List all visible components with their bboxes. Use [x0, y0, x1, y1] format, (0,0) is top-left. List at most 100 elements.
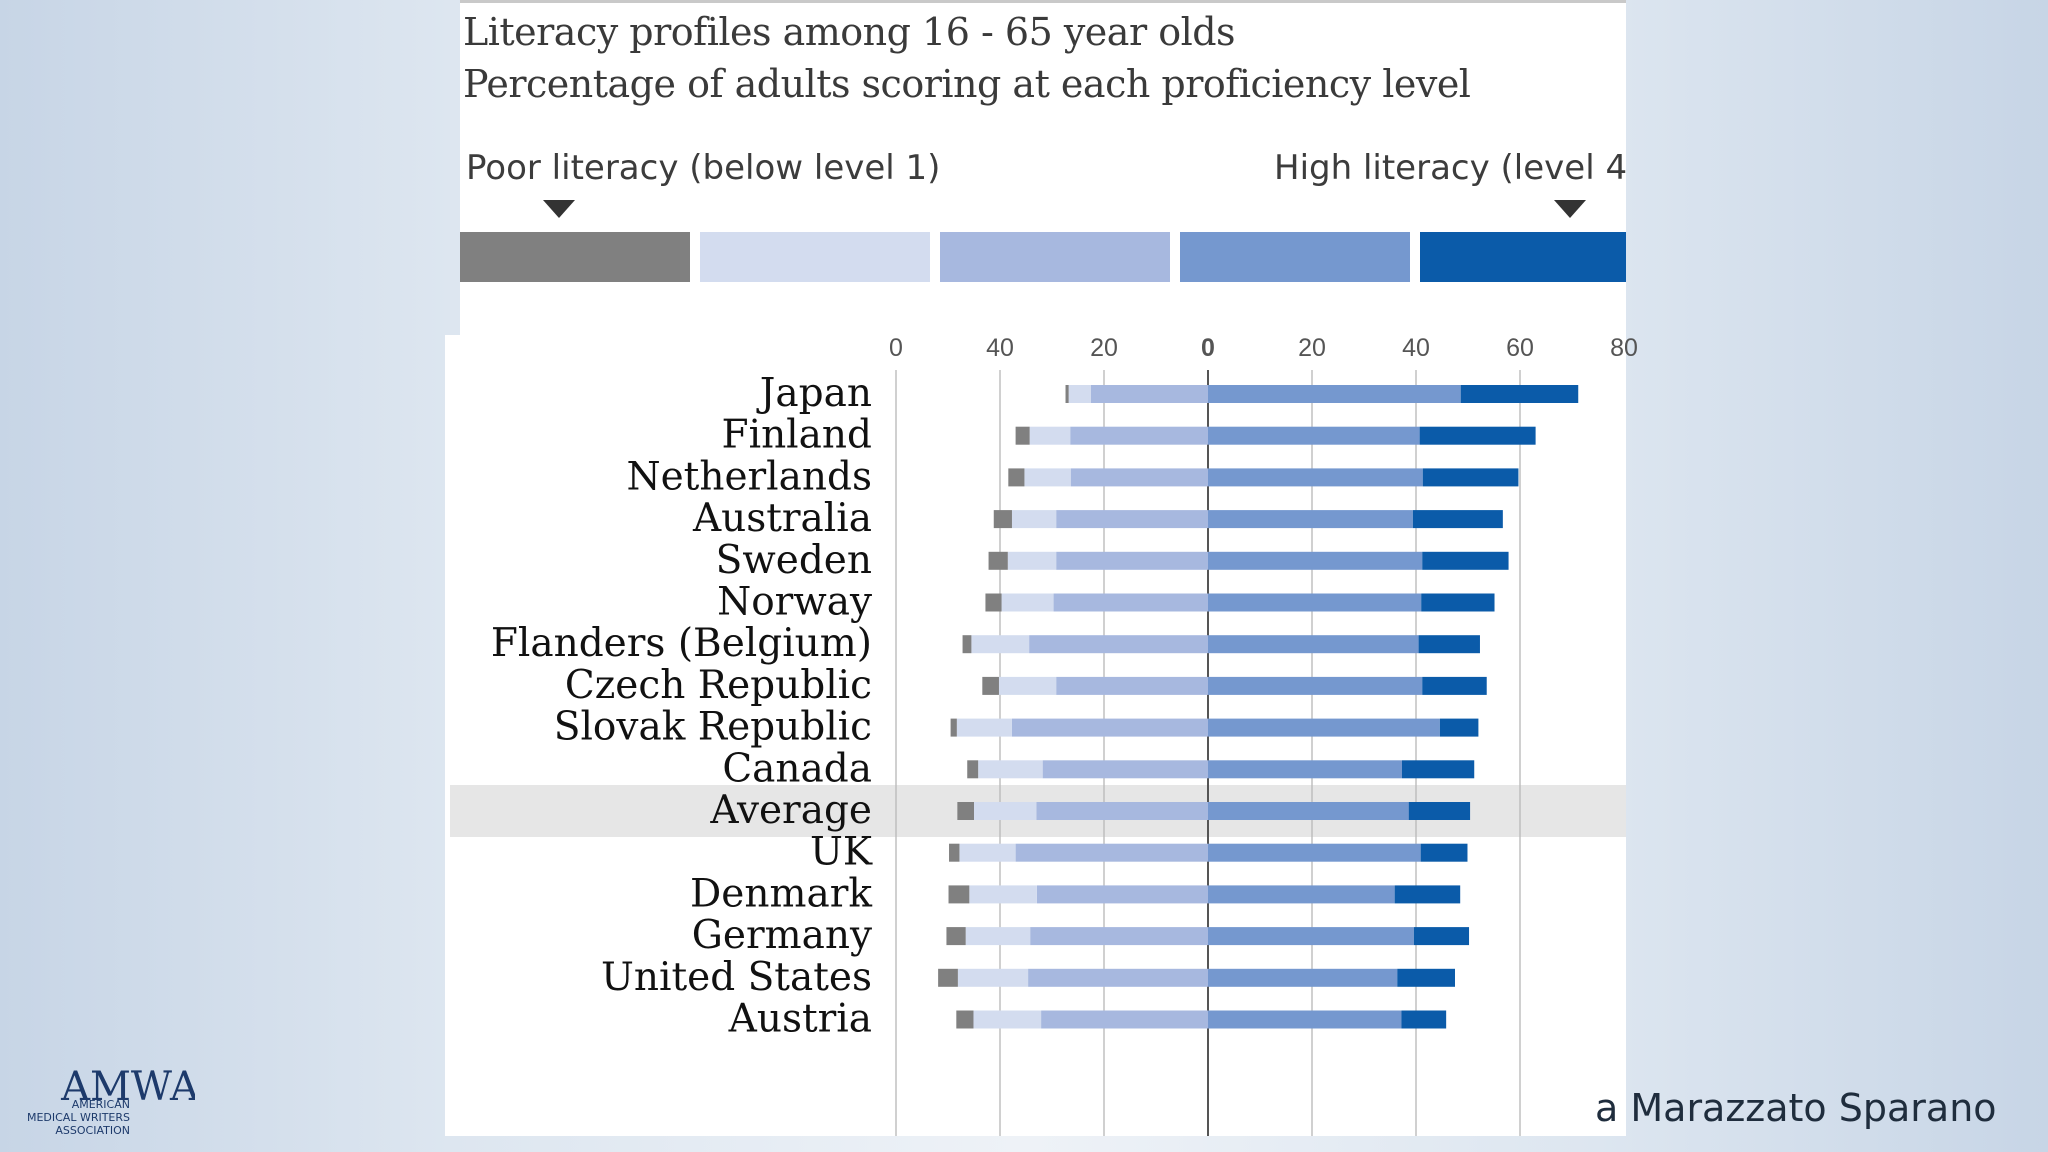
category-label: Australia	[692, 496, 872, 541]
bar-level-3-united-states	[1208, 968, 1398, 987]
x-tick-label: 80	[1610, 334, 1638, 362]
bar-level-2-sweden	[1056, 551, 1208, 570]
category-label: Norway	[717, 580, 872, 625]
bar-below-level-1-australia	[993, 510, 1012, 529]
bar-level-2-denmark	[1036, 885, 1208, 904]
bar-level-4-5-australia	[1412, 510, 1503, 529]
bar-level-3-netherlands	[1208, 468, 1423, 487]
bar-below-level-1-germany	[946, 927, 966, 946]
bar-level-3-japan	[1208, 385, 1461, 403]
bar-level-2-finland	[1070, 426, 1208, 445]
category-label: Average	[709, 788, 872, 833]
bar-level-4-5-denmark	[1394, 885, 1461, 904]
bar-level-4-5-average	[1408, 802, 1471, 820]
bar-level-4-5-finland	[1419, 426, 1536, 445]
bar-level-2-united-states	[1028, 968, 1208, 987]
bar-level-3-slovak-republic	[1208, 718, 1440, 737]
bar-level-4-5-united-states	[1397, 968, 1455, 987]
bar-level-1-canada	[978, 760, 1043, 779]
bar-level-3-canada	[1208, 760, 1402, 779]
bar-level-2-flanders-belgium	[1029, 635, 1208, 654]
bar-level-3-germany	[1208, 927, 1414, 946]
legend-label-high: High literacy (level 4/5	[1274, 148, 1626, 188]
x-tick-label: 60	[1506, 334, 1534, 362]
bar-level-4-5-canada	[1401, 760, 1475, 779]
bar-level-4-5-netherlands	[1422, 468, 1519, 487]
bar-level-4-5-slovak-republic	[1439, 718, 1479, 737]
category-label: United States	[601, 955, 872, 1000]
category-label: Finland	[722, 413, 872, 458]
bar-level-1-average	[974, 802, 1037, 820]
legend-label-poor: Poor literacy (below level 1)	[466, 148, 941, 188]
bar-level-3-denmark	[1208, 885, 1395, 904]
bar-level-3-australia	[1208, 510, 1413, 529]
category-label: Slovak Republic	[554, 705, 872, 750]
logo-text-line3: ASSOCIATION	[55, 1124, 130, 1137]
bar-level-1-flanders-belgium	[971, 635, 1030, 654]
bar-level-3-average	[1208, 802, 1409, 820]
bar-level-3-sweden	[1208, 551, 1423, 570]
x-tick-label: 40	[986, 334, 1014, 362]
bar-level-1-norway	[1001, 593, 1054, 612]
category-label: Japan	[756, 371, 872, 416]
bar-level-1-netherlands	[1024, 468, 1071, 487]
category-label: Czech Republic	[565, 663, 872, 708]
legend-swatch-level-3	[1180, 232, 1410, 282]
bar-below-level-1-czech-republic	[982, 676, 999, 695]
bar-level-2-netherlands	[1070, 468, 1208, 487]
bar-level-1-germany	[965, 927, 1031, 946]
bar-below-level-1-united-states	[938, 968, 958, 987]
x-tick-label: 40	[1402, 334, 1430, 362]
bar-level-2-uk	[1015, 843, 1208, 862]
legend-swatch-below-level-1	[460, 232, 690, 282]
legend-swatch-level-1	[700, 232, 930, 282]
logo-mark-top: AMWA	[60, 1064, 195, 1110]
bar-level-2-australia	[1056, 510, 1208, 529]
bar-level-1-uk	[959, 843, 1016, 862]
chart-subtitle: Percentage of adults scoring at each pro…	[463, 62, 1471, 106]
bar-level-1-australia	[1011, 510, 1057, 529]
bar-below-level-1-netherlands	[1008, 468, 1025, 487]
bar-below-level-1-flanders-belgium	[962, 635, 972, 654]
category-label: Netherlands	[626, 454, 872, 499]
category-label: Austria	[728, 997, 872, 1042]
bar-level-3-norway	[1208, 593, 1422, 612]
bar-level-3-finland	[1208, 426, 1420, 445]
bar-below-level-1-average	[957, 802, 974, 820]
x-tick-label: 20	[1298, 334, 1326, 362]
bar-below-level-1-canada	[967, 760, 979, 779]
legend-swatch-level-4-5	[1420, 232, 1626, 282]
bar-level-2-austria	[1041, 1010, 1208, 1029]
legend-swatch-level-2	[940, 232, 1170, 282]
x-tick-label: 0	[1201, 334, 1215, 362]
x-tick-label: 20	[1090, 334, 1118, 362]
bar-level-4-5-japan	[1460, 385, 1579, 403]
bar-level-2-germany	[1030, 927, 1208, 946]
category-label: Denmark	[690, 871, 872, 916]
category-label: Germany	[692, 913, 872, 958]
bar-level-2-norway	[1053, 593, 1208, 612]
presenter-name: a Marazzato Sparano	[1595, 1086, 1997, 1130]
legend-arrow-down-icon	[543, 200, 575, 218]
bar-below-level-1-sweden	[988, 551, 1008, 570]
bar-level-1-japan	[1068, 385, 1091, 403]
category-label: Sweden	[716, 538, 872, 583]
bar-level-1-sweden	[1007, 551, 1057, 570]
bar-below-level-1-japan	[1065, 385, 1069, 403]
legend-arrow-down-icon	[1554, 200, 1586, 218]
bar-below-level-1-austria	[956, 1010, 974, 1029]
bar-level-4-5-norway	[1421, 593, 1495, 612]
bar-below-level-1-finland	[1015, 426, 1030, 445]
bar-level-1-finland	[1029, 426, 1071, 445]
bar-level-3-austria	[1208, 1010, 1402, 1029]
bar-level-2-czech-republic	[1056, 676, 1208, 695]
bar-level-4-5-uk	[1420, 843, 1468, 862]
bar-level-3-uk	[1208, 843, 1421, 862]
amwa-logo: AMWA AMERICAN MEDICAL WRITERS ASSOCIATIO…	[27, 1064, 195, 1137]
bar-level-2-slovak-republic	[1011, 718, 1208, 737]
bar-level-1-austria	[973, 1010, 1042, 1029]
label-column-background	[445, 335, 465, 1136]
bar-level-3-czech-republic	[1208, 676, 1423, 695]
bar-below-level-1-uk	[949, 843, 960, 862]
